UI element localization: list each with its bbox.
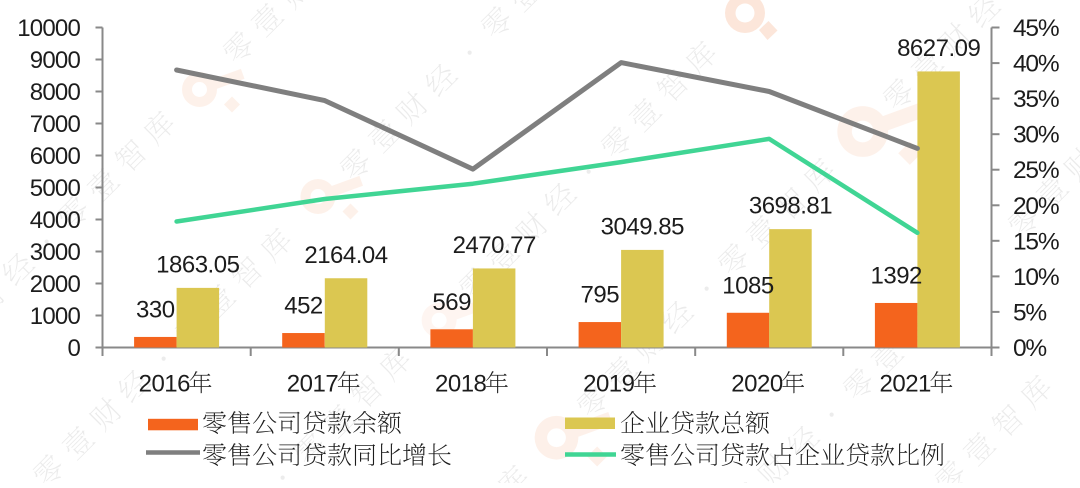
svg-text:9000: 9000 [30, 47, 81, 74]
svg-text:10%: 10% [1013, 264, 1059, 291]
svg-text:2470.77: 2470.77 [453, 232, 536, 259]
svg-text:2021: 2021 [880, 371, 932, 398]
svg-text:35%: 35% [1013, 86, 1059, 113]
svg-text:20%: 20% [1013, 193, 1059, 220]
svg-text:0%: 0% [1013, 335, 1046, 362]
svg-text:2000: 2000 [30, 271, 81, 298]
svg-text:1863.05: 1863.05 [156, 251, 239, 278]
svg-text:1000: 1000 [30, 303, 81, 330]
svg-text:2020: 2020 [731, 371, 783, 398]
svg-text:1085: 1085 [722, 272, 774, 299]
svg-text:452: 452 [284, 293, 323, 320]
svg-text:5000: 5000 [30, 175, 81, 202]
svg-text:2019: 2019 [583, 371, 635, 398]
svg-text:569: 569 [432, 289, 471, 316]
svg-text:40%: 40% [1013, 51, 1059, 78]
svg-text:2017: 2017 [287, 371, 339, 398]
svg-text:3049.85: 3049.85 [601, 213, 684, 240]
svg-text:2018: 2018 [435, 371, 487, 398]
svg-text:3000: 3000 [30, 239, 81, 266]
svg-text:45%: 45% [1013, 15, 1059, 42]
svg-text:0: 0 [67, 335, 80, 362]
svg-text:2164.04: 2164.04 [304, 242, 387, 269]
svg-text:25%: 25% [1013, 157, 1059, 184]
svg-text:330: 330 [136, 296, 175, 323]
svg-text:2016: 2016 [139, 371, 191, 398]
svg-text:10000: 10000 [17, 15, 80, 42]
svg-text:795: 795 [581, 282, 620, 309]
svg-text:30%: 30% [1013, 122, 1059, 149]
svg-text:3698.81: 3698.81 [749, 193, 832, 220]
svg-text:1392: 1392 [871, 263, 923, 290]
svg-text:8627.09: 8627.09 [897, 35, 980, 62]
svg-text:8000: 8000 [30, 79, 81, 106]
svg-text:5%: 5% [1013, 299, 1046, 326]
svg-text:4000: 4000 [30, 207, 81, 234]
svg-text:6000: 6000 [30, 143, 81, 170]
svg-text:15%: 15% [1013, 228, 1059, 255]
svg-text:7000: 7000 [30, 111, 81, 138]
